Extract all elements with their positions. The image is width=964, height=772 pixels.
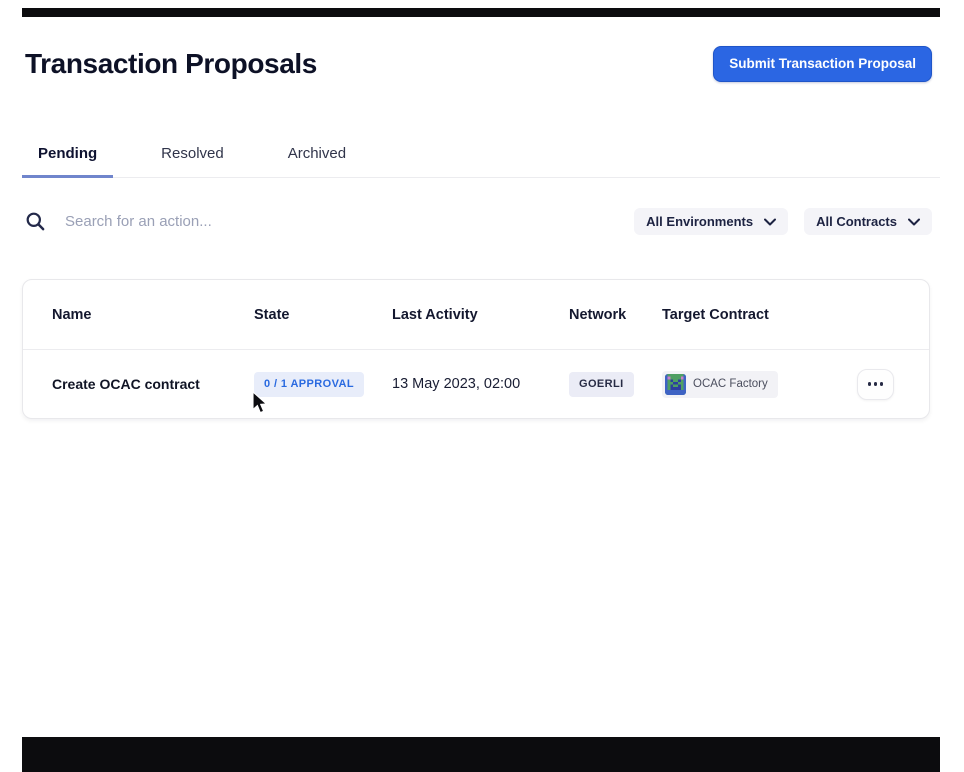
table-header-row: Name State Last Activity Network Target … — [23, 280, 929, 350]
environments-dropdown[interactable]: All Environments — [634, 208, 789, 235]
contracts-dropdown-label: All Contracts — [816, 214, 897, 229]
filter-row: All Environments All Contracts — [25, 208, 932, 235]
letterbox-top-bar — [22, 8, 940, 17]
filter-dropdowns: All Environments All Contracts — [634, 208, 932, 235]
table-row[interactable]: Create OCAC contract 0 / 1 APPROVAL 13 M… — [23, 350, 929, 418]
last-activity-value: 13 May 2023, 02:00 — [392, 376, 521, 392]
letterbox-bottom-bar — [22, 737, 940, 772]
search-input[interactable] — [63, 212, 635, 231]
row-menu-button[interactable] — [857, 368, 894, 400]
network-cell: GOERLI — [569, 371, 662, 397]
column-header-target-contract: Target Contract — [662, 306, 769, 323]
submit-transaction-proposal-button[interactable]: Submit Transaction Proposal — [713, 46, 932, 82]
target-contract-cell: OCAC Factory — [662, 368, 894, 400]
proposal-name: Create OCAC contract — [52, 376, 200, 392]
proposals-table-card: Name State Last Activity Network Target … — [22, 279, 930, 419]
column-header-network: Network — [569, 306, 627, 323]
page-title: Transaction Proposals — [25, 47, 317, 79]
ellipsis-icon — [868, 382, 872, 386]
network-badge: GOERLI — [569, 371, 634, 397]
state-cell: 0 / 1 APPROVAL — [254, 371, 392, 397]
search-icon — [26, 212, 45, 231]
tab-archived[interactable]: Archived — [287, 145, 347, 162]
page-header: Transaction Proposals Submit Transaction… — [25, 46, 932, 82]
tab-pending[interactable]: Pending — [22, 136, 114, 178]
contract-identicon — [665, 373, 686, 395]
column-header-state: State — [254, 306, 290, 323]
contracts-dropdown[interactable]: All Contracts — [804, 208, 932, 235]
approval-status-badge: 0 / 1 APPROVAL — [254, 371, 364, 397]
tab-bar: Pending Resolved Archived — [22, 136, 940, 178]
environments-dropdown-label: All Environments — [646, 214, 754, 229]
target-contract-label: OCAC Factory — [693, 378, 768, 390]
chevron-down-icon — [764, 218, 777, 225]
column-header-name: Name — [52, 306, 92, 323]
target-contract-chip[interactable]: OCAC Factory — [662, 370, 778, 398]
column-header-last-activity: Last Activity — [392, 306, 478, 323]
chevron-down-icon — [908, 218, 920, 225]
tab-resolved[interactable]: Resolved — [161, 145, 224, 162]
